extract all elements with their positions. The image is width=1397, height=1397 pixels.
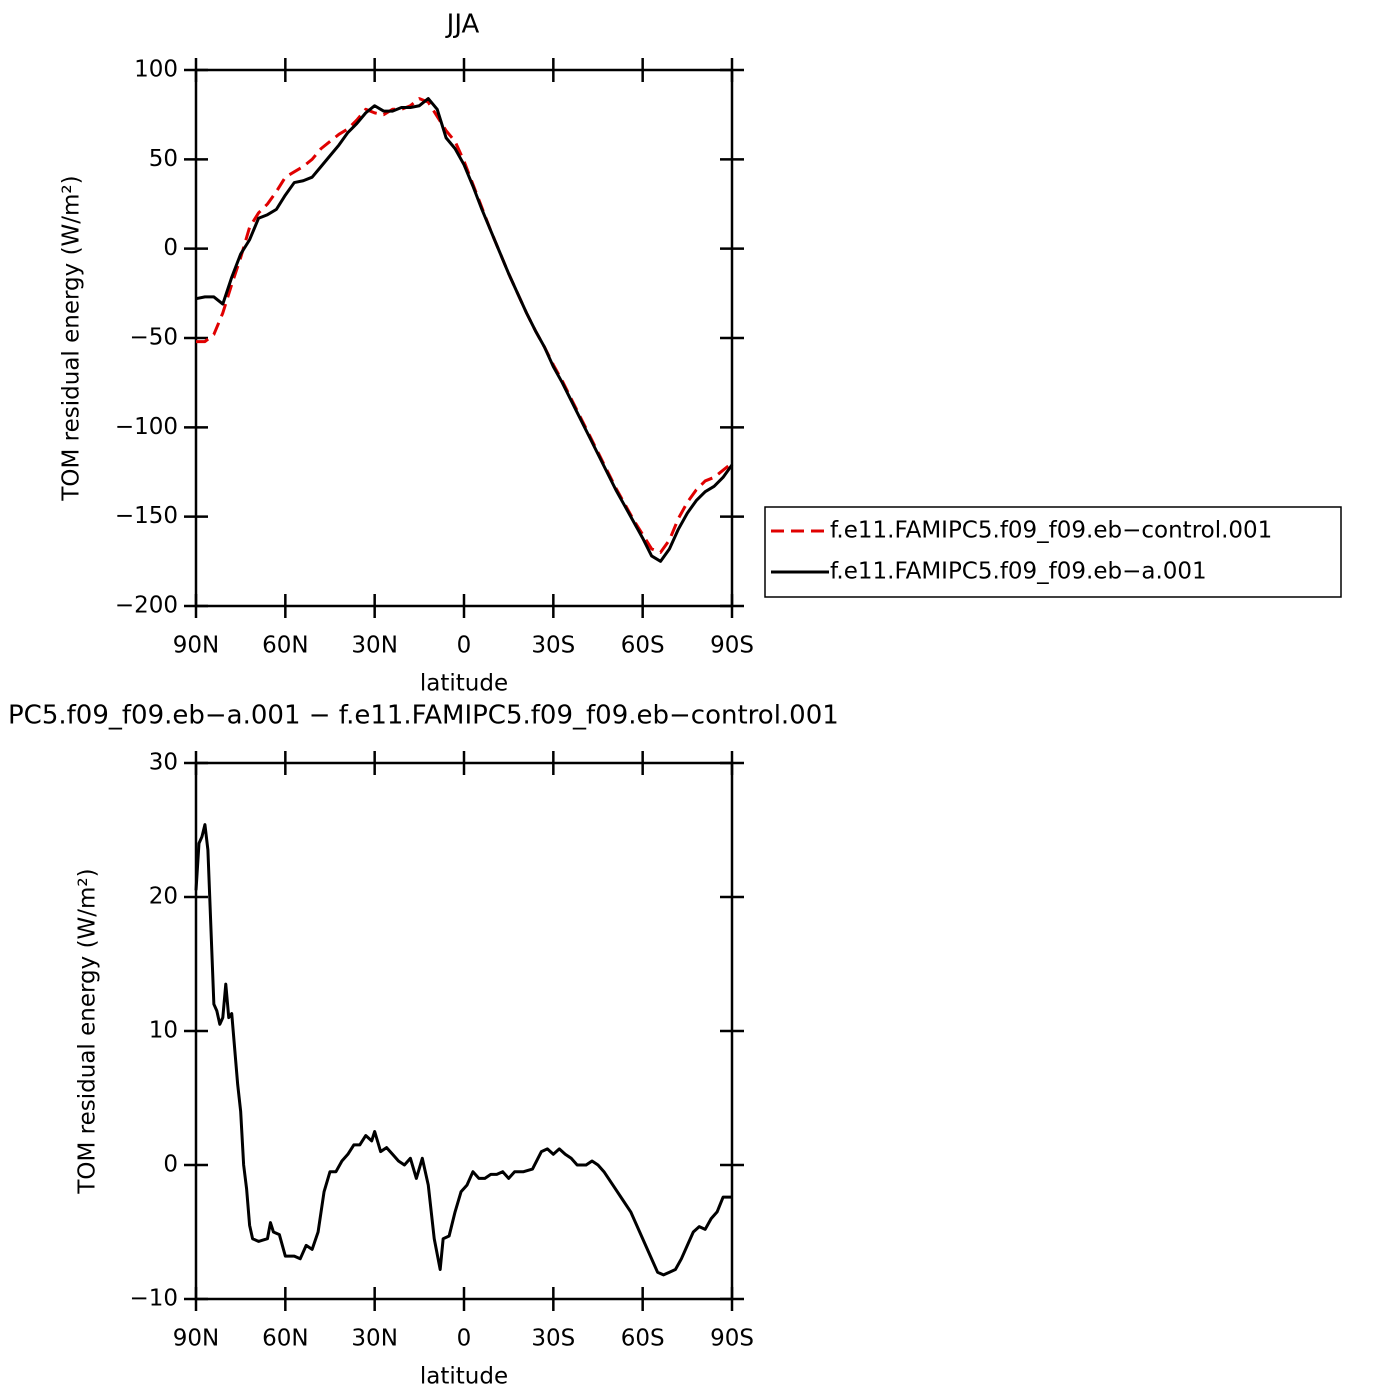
x-tick-label: 30N: [351, 1326, 397, 1352]
line-series: [194, 823, 732, 1277]
y-tick-label: −50: [129, 325, 178, 351]
legend-label: f.e11.FAMIPC5.f09_f09.eb−control.001: [830, 518, 1272, 544]
y-tick-label: 50: [149, 146, 178, 172]
legend-label: f.e11.FAMIPC5.f09_f09.eb−a.001: [830, 559, 1207, 585]
x-tick-label: 30S: [531, 633, 575, 659]
y-tick-label: 20: [149, 884, 178, 910]
x-tick-label: 30N: [351, 633, 397, 659]
y-tick-label: 30: [149, 750, 178, 776]
line-series: [195, 97, 734, 563]
x-tick-label: 60S: [621, 633, 665, 659]
x-tick-label: 30S: [531, 1326, 575, 1352]
y-tick-label: 0: [163, 1152, 178, 1178]
y-tick-label: 0: [163, 235, 178, 261]
y-tick-label: 10: [149, 1018, 178, 1044]
y-tick-label: −200: [115, 593, 178, 619]
chart-title: JJA: [445, 10, 480, 40]
x-tick-label: 60N: [262, 633, 308, 659]
x-tick-label: 0: [457, 633, 472, 659]
y-axis-label: TOM residual energy (W/m²): [75, 868, 101, 1194]
x-tick-label: 90N: [173, 1326, 219, 1352]
chart-title: PC5.f09_f09.eb−a.001 − f.e11.FAMIPC5.f09…: [8, 701, 839, 731]
x-axis-label: latitude: [420, 671, 508, 697]
x-tick-label: 0: [457, 1326, 472, 1352]
x-tick-label: 90N: [173, 633, 219, 659]
legend-box: [764, 506, 1342, 598]
x-tick-label: 90S: [710, 633, 754, 659]
y-axis-label: TOM residual energy (W/m²): [59, 175, 85, 501]
x-tick-label: 60N: [262, 1326, 308, 1352]
y-tick-label: −10: [129, 1286, 178, 1312]
y-tick-label: −150: [115, 503, 178, 529]
y-tick-label: −100: [115, 414, 178, 440]
plot-frame: [194, 761, 734, 1301]
plot-frame: [194, 68, 734, 608]
x-tick-label: 90S: [710, 1326, 754, 1352]
y-tick-label: 100: [134, 57, 178, 83]
x-tick-label: 60S: [621, 1326, 665, 1352]
x-axis-label: latitude: [420, 1364, 508, 1390]
